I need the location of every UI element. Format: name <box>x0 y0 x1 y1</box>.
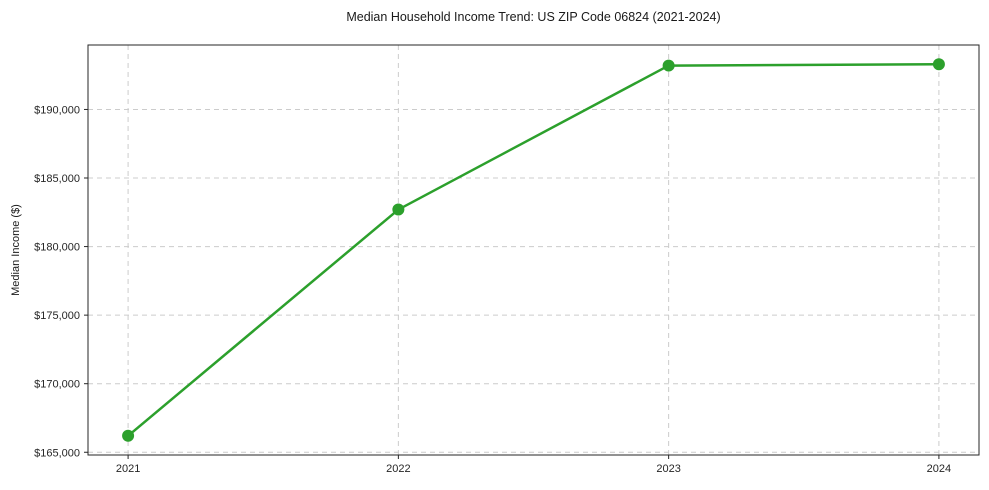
y-tick-label: $185,000 <box>34 173 80 185</box>
x-tick-label: 2024 <box>927 463 951 475</box>
data-point-marker <box>392 203 405 216</box>
y-tick-label: $170,000 <box>34 379 80 391</box>
x-tick-label: 2021 <box>116 463 140 475</box>
x-tick-label: 2022 <box>386 463 410 475</box>
y-tick-label: $180,000 <box>34 242 80 254</box>
y-tick-label: $175,000 <box>34 310 80 322</box>
x-tick-label: 2023 <box>656 463 680 475</box>
data-point-marker <box>122 429 135 442</box>
trend-line <box>126 62 941 438</box>
data-point-marker <box>662 59 675 72</box>
plot-border <box>87 44 980 456</box>
y-tick-label: $165,000 <box>34 447 80 459</box>
chart-title: Median Household Income Trend: US ZIP Co… <box>346 10 721 24</box>
y-tick-label: $190,000 <box>34 104 80 116</box>
data-point-marker <box>932 58 945 71</box>
